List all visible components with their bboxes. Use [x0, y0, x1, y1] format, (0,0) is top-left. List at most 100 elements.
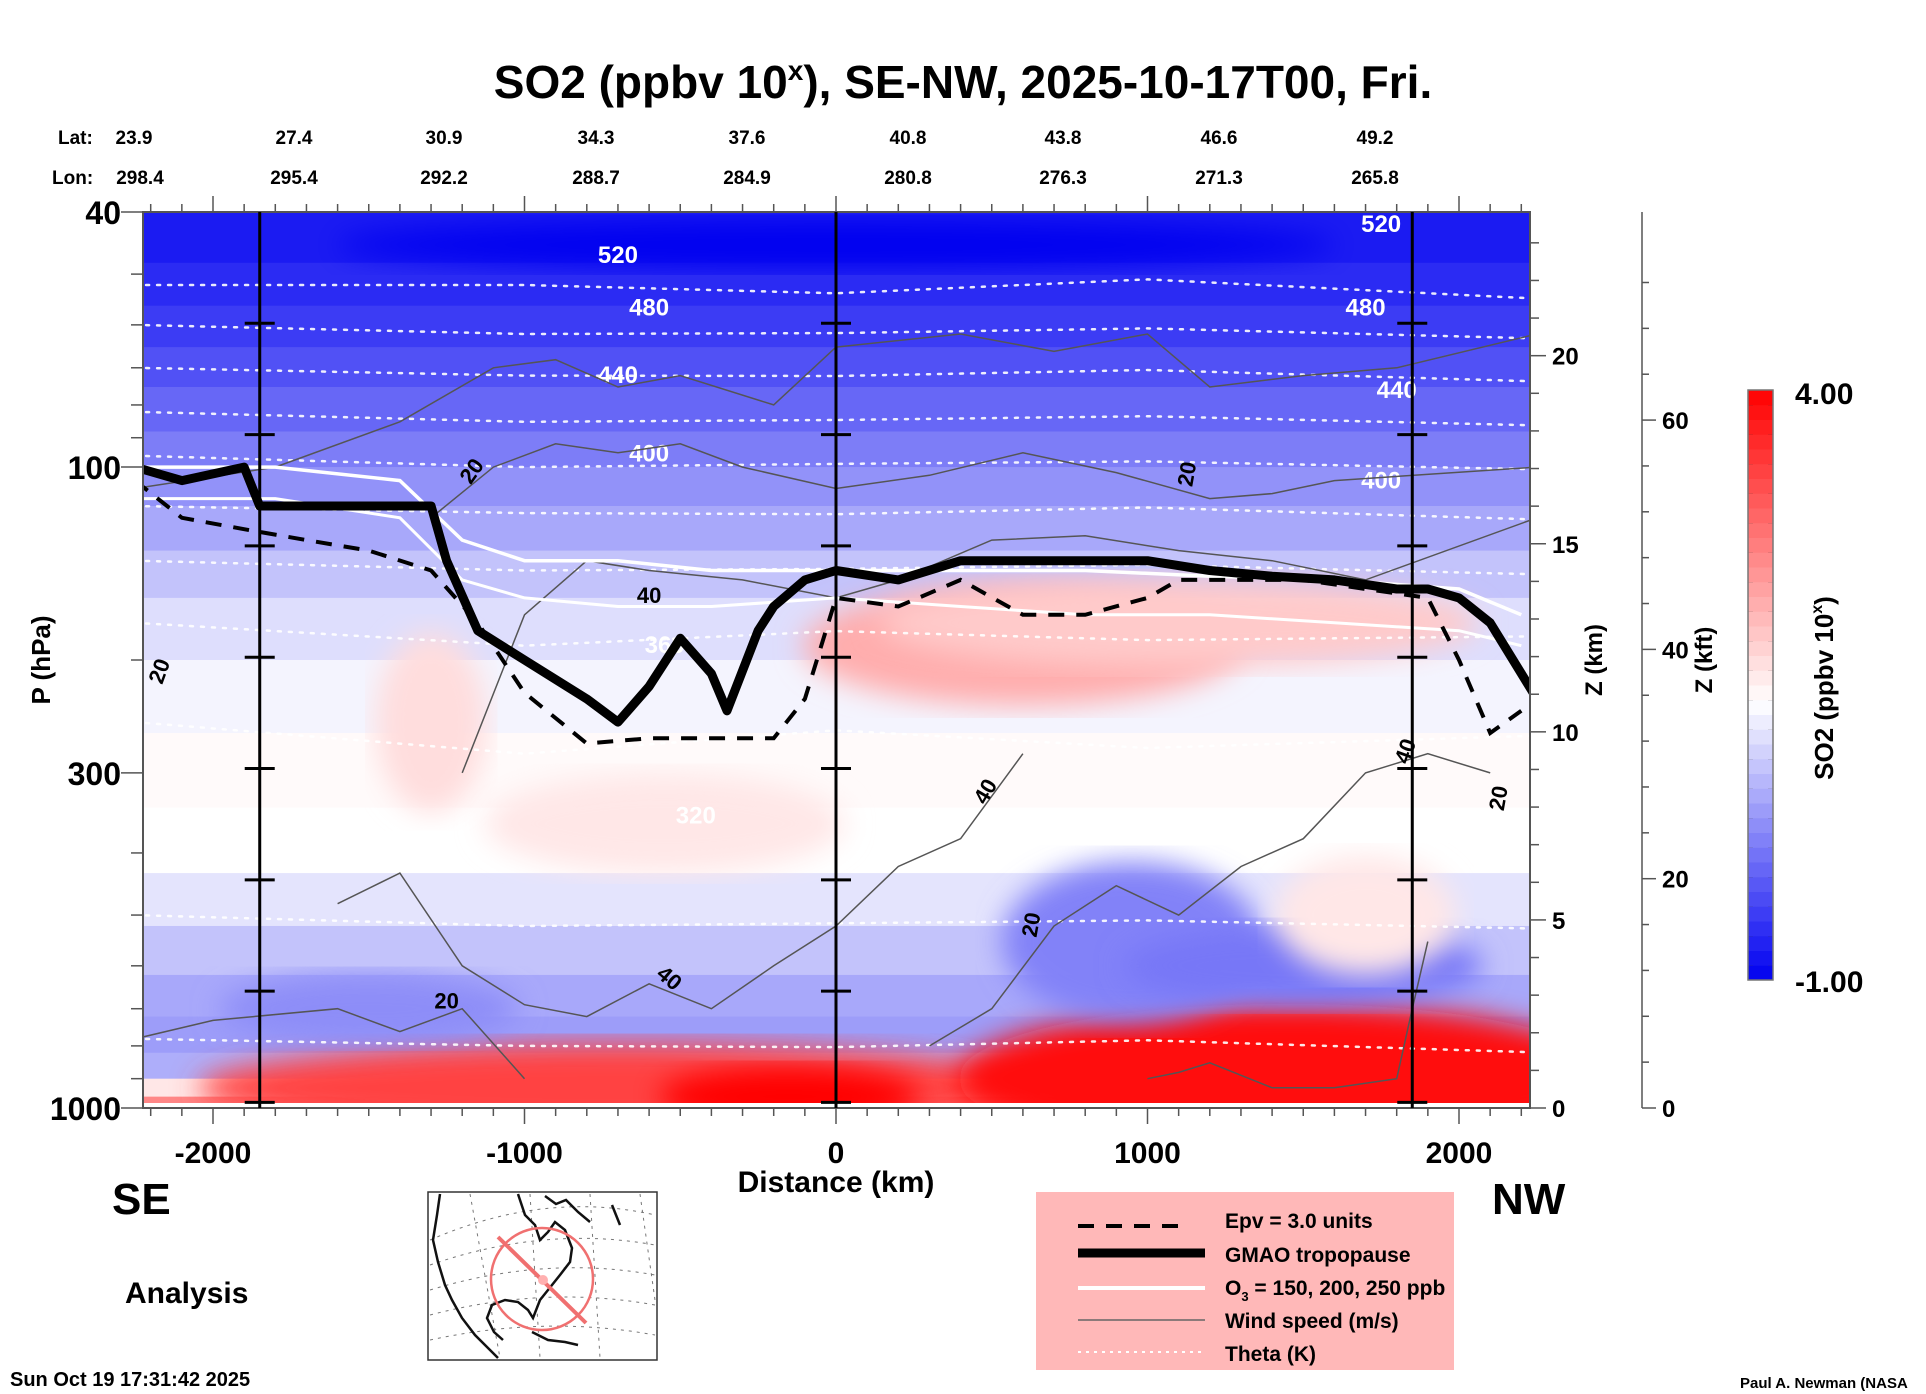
colorbar-level — [1748, 537, 1773, 553]
theta-label: 440 — [1377, 377, 1417, 404]
z-km-label: Z (km) — [1581, 624, 1608, 696]
colorbar-level — [1748, 847, 1773, 863]
colorbar-level — [1748, 832, 1773, 848]
km-tick-label: 20 — [1552, 344, 1579, 371]
wind-contour — [143, 333, 1530, 489]
endpoint-nw: NW — [1492, 1175, 1566, 1224]
km-tick-label: 0 — [1552, 1096, 1565, 1123]
axes: -2000 -1000 0 1000 2000 40 100 300 1000 0 5 10 15 20 0… — [50, 195, 1689, 1170]
colorbar-level — [1748, 390, 1773, 406]
lon-value: 276.3 — [1039, 168, 1087, 189]
km-tick-label: 5 — [1552, 908, 1565, 935]
legend-epv-label: Epv = 3.0 units — [1225, 1210, 1373, 1233]
colorbar-level — [1748, 817, 1773, 833]
z-kft-label: Z (kft) — [1691, 627, 1718, 694]
lon-value: 288.7 — [572, 168, 620, 189]
kft-tick-label: 0 — [1662, 1096, 1675, 1123]
y-tick-label: 40 — [85, 195, 121, 231]
theta-contour — [143, 622, 1530, 647]
theta-label: 400 — [629, 440, 669, 467]
map-coastlines — [431, 1193, 622, 1359]
colorbar-level — [1748, 522, 1773, 538]
colorbar-level — [1748, 611, 1773, 627]
credit: Paul A. Newman (NASA — [1740, 1375, 1908, 1392]
x-tick-label: -2000 — [175, 1137, 252, 1170]
legend-o3-label: O3 = 150, 200, 250 ppb — [1225, 1277, 1445, 1304]
colorbar-level — [1748, 744, 1773, 760]
field-blob — [878, 577, 1479, 668]
colorbar-level — [1748, 773, 1773, 789]
x-tick-label: 2000 — [1426, 1137, 1493, 1170]
lon-value: 284.9 — [723, 168, 771, 189]
colorbar-level — [1748, 552, 1773, 568]
wind-label: 40 — [637, 583, 661, 608]
theta-label: 320 — [676, 803, 716, 830]
map-center-marker — [538, 1275, 548, 1285]
wind-label: 20 — [434, 989, 458, 1014]
colorbar-level — [1748, 729, 1773, 745]
colorbar-level — [1748, 935, 1773, 951]
colorbar-level — [1748, 862, 1773, 878]
lon-value: 271.3 — [1195, 168, 1243, 189]
legend-box — [1036, 1192, 1454, 1370]
legend-tropopause-label: GMAO tropopause — [1225, 1244, 1411, 1267]
colorbar-level — [1748, 655, 1773, 671]
wind-contour — [430, 443, 1530, 519]
colorbar-level — [1748, 685, 1773, 701]
field-blob — [376, 632, 487, 813]
theta-label: 520 — [598, 242, 638, 269]
km-tick-label: 15 — [1552, 532, 1579, 559]
lon-value: 280.8 — [884, 168, 932, 189]
legend-theta-label: Theta (K) — [1225, 1343, 1316, 1366]
y-tick-label: 100 — [68, 450, 121, 486]
lat-value: 27.4 — [276, 128, 313, 149]
wind-contour — [337, 753, 1024, 1018]
x-tick-label: -1000 — [486, 1137, 563, 1170]
wind-label: 20 — [1172, 460, 1201, 488]
theta-contour — [143, 278, 1530, 300]
lat-value: 23.9 — [116, 128, 153, 149]
wind-contour — [143, 1007, 526, 1080]
x-axis-label: Distance (km) — [738, 1166, 935, 1199]
field-blob — [484, 773, 845, 874]
field-blob — [218, 973, 519, 1044]
colorbar-level — [1748, 449, 1773, 465]
lon-value: 298.4 — [116, 168, 164, 189]
colorbar-level — [1748, 626, 1773, 642]
y-tick-label: 300 — [68, 756, 121, 792]
tropopause-line — [143, 462, 1530, 727]
colorbar-level — [1748, 419, 1773, 435]
theta-label: 480 — [1346, 294, 1386, 321]
colorbar-level — [1748, 965, 1773, 981]
so2-field — [143, 212, 1530, 1108]
timestamp: Sun Oct 19 17:31:42 2025 — [10, 1369, 250, 1391]
colorbar-level — [1748, 478, 1773, 494]
colorbar-level — [1748, 950, 1773, 966]
colorbar-level — [1748, 493, 1773, 509]
x-tick-label: 0 — [828, 1137, 845, 1170]
theta-label: 520 — [1361, 211, 1401, 238]
lon-value: 295.4 — [270, 168, 318, 189]
colorbar — [1747, 389, 1774, 981]
colorbar-level — [1748, 921, 1773, 937]
colorbar-level — [1748, 404, 1773, 420]
inset-map — [427, 1191, 658, 1361]
chart-title: SO2 (ppbv 10x), SE-NW, 2025-10-17T00, Fr… — [494, 55, 1432, 108]
kft-tick-label: 60 — [1662, 408, 1689, 435]
colorbar-level — [1748, 567, 1773, 583]
lat-value: 40.8 — [890, 128, 927, 149]
lat-value: 46.6 — [1201, 128, 1238, 149]
colorbar-level — [1748, 463, 1773, 479]
colorbar-level — [1748, 640, 1773, 656]
colorbar-max-label: 4.00 — [1795, 378, 1853, 411]
colorbar-level — [1748, 434, 1773, 450]
colorbar-frame — [1747, 389, 1774, 981]
kft-tick-label: 20 — [1662, 867, 1689, 894]
wind-label: 20 — [1017, 910, 1046, 938]
colorbar-level — [1748, 596, 1773, 612]
endpoint-se: SE — [112, 1175, 171, 1224]
colorbar-level — [1748, 714, 1773, 730]
field-blob — [1275, 855, 1456, 976]
legend: Epv = 3.0 units GMAO tropopause O3 = 150… — [1036, 1192, 1454, 1370]
analysis-label: Analysis — [125, 1277, 248, 1310]
